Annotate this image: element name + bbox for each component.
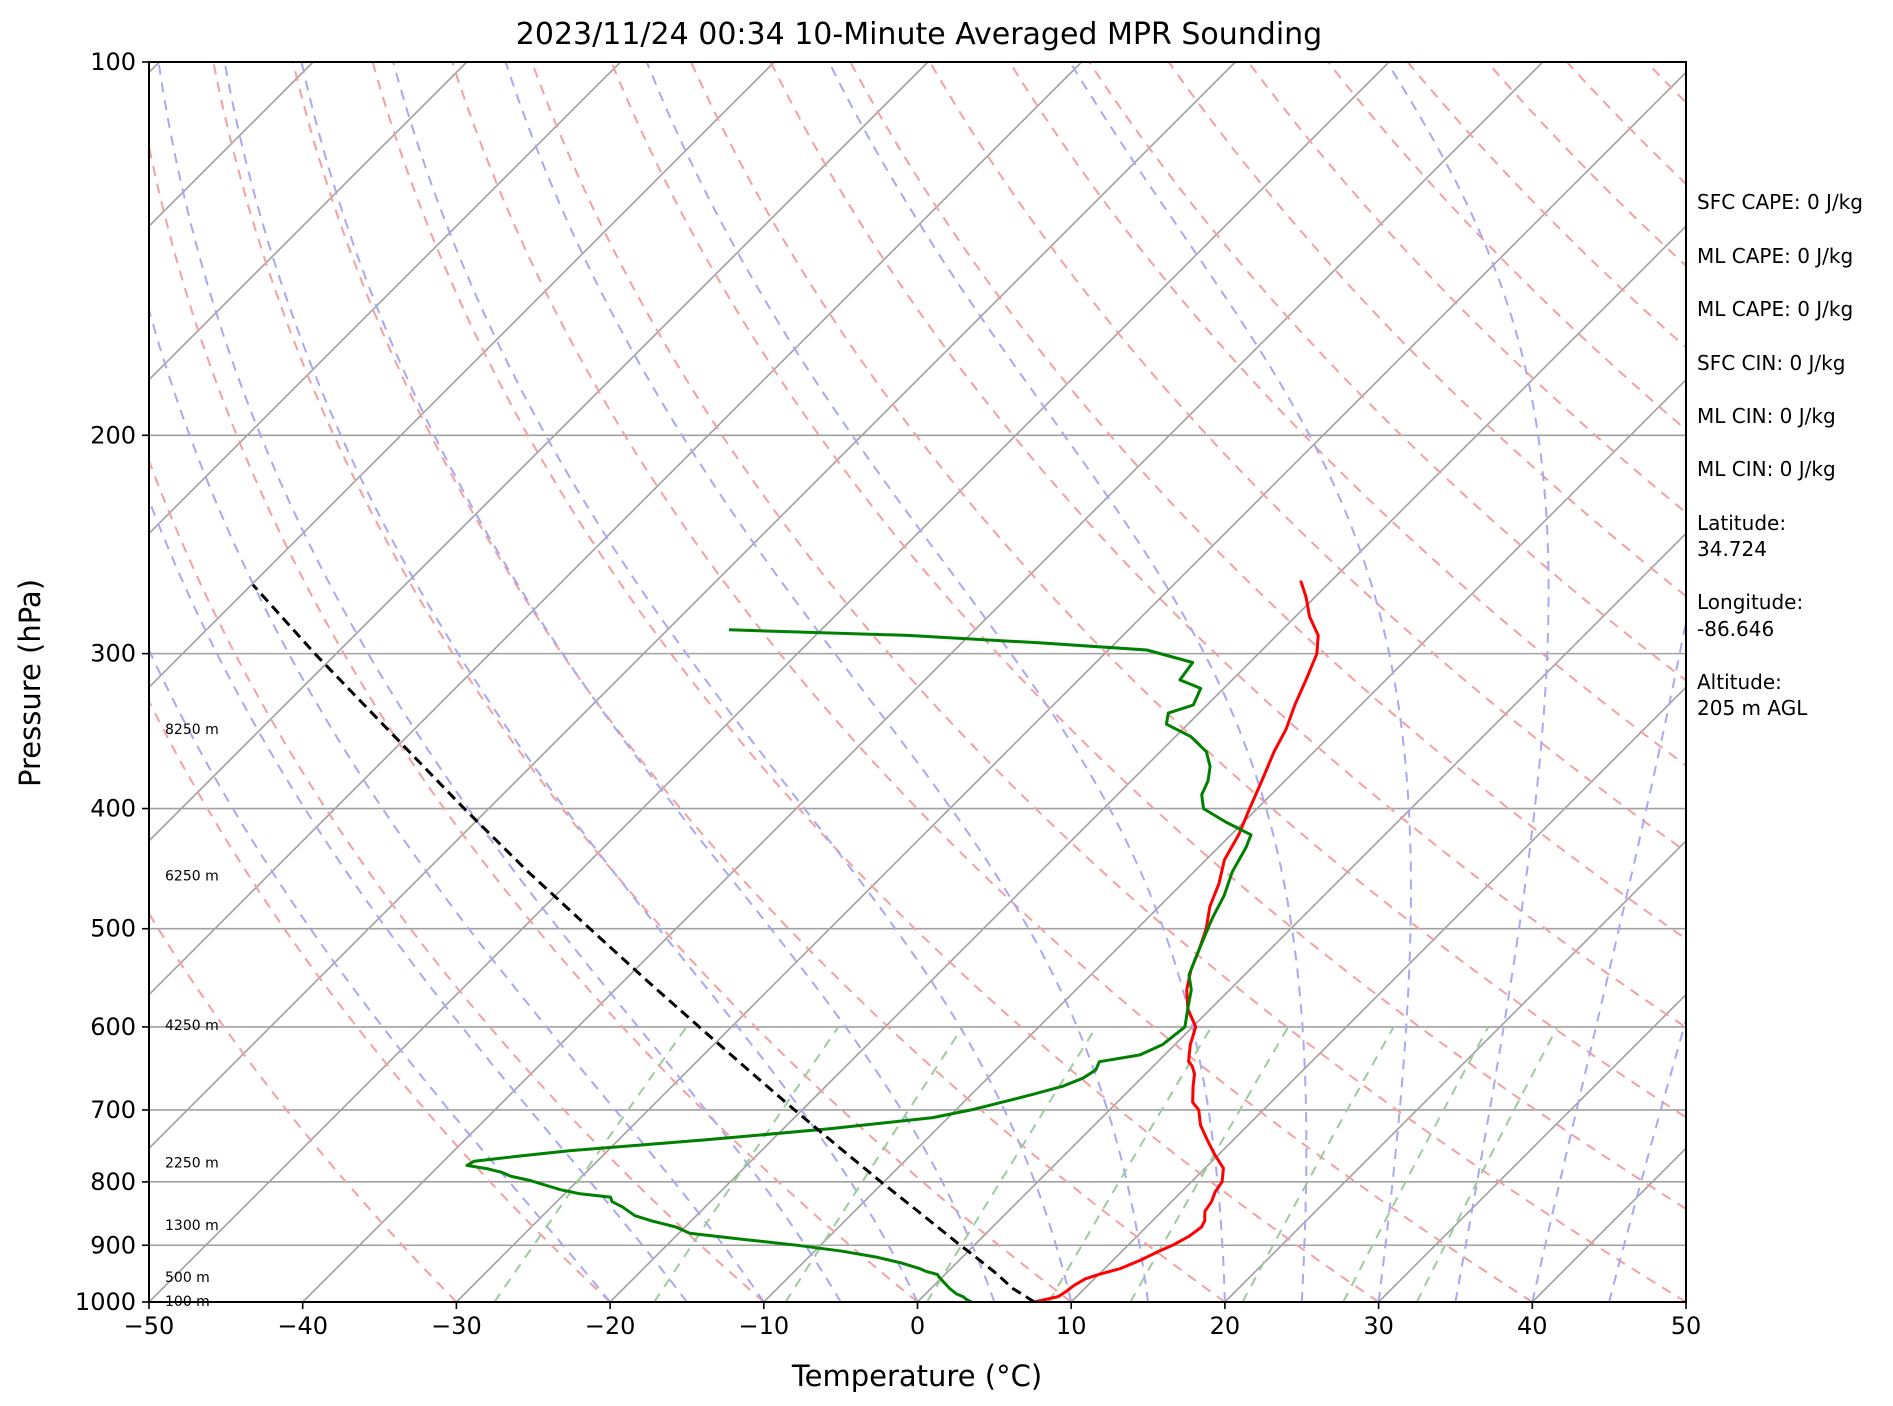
moist-adiabat	[828, 62, 1308, 1302]
isotherm-line	[1378, 993, 1686, 1302]
longitude-value: -86.646	[1697, 617, 1774, 641]
height-label: 4250 m	[165, 1018, 219, 1034]
dry-adiabat	[212, 62, 1072, 1302]
moist-adiabat	[392, 62, 1073, 1302]
x-tick-label: 30	[1363, 1312, 1394, 1340]
x-tick-label: 20	[1210, 1312, 1241, 1340]
y-tick-label: 500	[90, 915, 136, 943]
dry-adiabat	[530, 62, 1686, 1302]
x-tick-label: −30	[431, 1312, 482, 1340]
latitude-value: 34.724	[1697, 537, 1767, 561]
info-panel: SFC CAPE: 0 J/kg ML CAPE: 0 J/kg ML CAPE…	[1697, 190, 1863, 720]
moist-adiabat	[149, 647, 611, 1302]
background-lines	[149, 62, 1686, 1302]
height-label: 1300 m	[165, 1218, 219, 1234]
y-tick-label: 200	[90, 421, 136, 449]
dry-adiabat	[769, 62, 1686, 1029]
isotherm-line	[149, 62, 622, 535]
moist-adiabat	[1531, 616, 1686, 1302]
x-tick-label: 40	[1517, 1312, 1548, 1340]
altitude-value: 205 m AGL	[1697, 696, 1808, 720]
mixing-ratio-line	[1342, 1026, 1490, 1302]
moist-adiabat	[157, 62, 842, 1302]
height-label: 500 m	[165, 1270, 210, 1286]
moist-adiabat	[149, 306, 765, 1302]
x-tick-label: −10	[738, 1312, 789, 1340]
dry-adiabat	[451, 62, 1533, 1302]
isotherm-line	[1224, 839, 1686, 1302]
x-tick-label: 0	[910, 1312, 925, 1340]
isotherm-line	[609, 224, 1686, 1302]
latitude-label: Latitude:	[1697, 511, 1786, 535]
dry-adiabat	[690, 62, 1686, 1119]
y-tick-label: 700	[90, 1096, 136, 1124]
y-tick-label: 600	[90, 1013, 136, 1041]
y-tick-label: 1000	[75, 1288, 136, 1316]
y-axis-label: Pressure (hPa)	[13, 579, 47, 787]
x-tick-label: 10	[1056, 1312, 1087, 1340]
y-axis: 100 200 300 400 500 600 700 800 900 1000	[75, 48, 149, 1316]
dry-adiabat	[371, 62, 1380, 1302]
x-tick-label: −50	[124, 1312, 175, 1340]
dry-adiabat	[149, 911, 458, 1302]
dry-adiabat	[149, 141, 919, 1302]
mixing-ratio-line	[653, 1026, 840, 1302]
isotherm-line	[302, 62, 1544, 1302]
moist-adiabat	[645, 62, 1226, 1302]
isotherm-line	[149, 62, 1390, 1302]
altitude-label: Altitude:	[1697, 670, 1782, 694]
moist-adiabat	[223, 62, 919, 1302]
dry-adiabat	[292, 62, 1226, 1302]
ml-cin-text: ML CIN: 0 J/kg	[1697, 404, 1836, 428]
series-lines	[251, 580, 1320, 1302]
mu-cape-text: ML CAPE: 0 J/kg	[1697, 297, 1853, 321]
x-tick-label: 50	[1671, 1312, 1702, 1340]
moist-adiabat	[1386, 62, 1550, 1302]
isotherm-line	[149, 62, 775, 689]
y-tick-label: 100	[90, 48, 136, 76]
height-label: 6250 m	[165, 869, 219, 885]
dry-adiabat	[149, 457, 765, 1302]
ml-cape-text: ML CAPE: 0 J/kg	[1697, 244, 1853, 268]
dry-adiabat	[610, 62, 1686, 1210]
mixing-ratio-line	[1416, 1026, 1559, 1302]
isotherm-line	[916, 532, 1686, 1302]
isotherm-line	[149, 62, 1083, 996]
mixing-ratio-line	[493, 1026, 688, 1302]
dewpoint-line	[465, 628, 1253, 1302]
moist-adiabat	[300, 62, 996, 1302]
mixing-ratio-line	[784, 1026, 964, 1302]
x-tick-label: −20	[585, 1312, 636, 1340]
y-tick-label: 900	[90, 1231, 136, 1259]
height-label: 8250 m	[165, 722, 219, 738]
isotherm-line	[1070, 686, 1686, 1302]
y-tick-label: 800	[90, 1168, 136, 1196]
x-axis: −50 −40 −30 −20 −10 0 10 20 30 40 50	[124, 1302, 1702, 1340]
longitude-label: Longitude:	[1697, 590, 1803, 614]
mu-cin-text: ML CIN: 0 J/kg	[1697, 457, 1836, 481]
moist-adiabat	[504, 62, 1150, 1302]
x-tick-label: −40	[277, 1312, 328, 1340]
mixing-ratio-line	[1241, 1026, 1395, 1302]
parcel-line	[251, 583, 1036, 1302]
y-tick-label: 400	[90, 795, 136, 823]
sfc-cin-text: SFC CIN: 0 J/kg	[1697, 351, 1845, 375]
sfc-cape-text: SFC CAPE: 0 J/kg	[1697, 190, 1863, 214]
isotherm-line	[455, 71, 1686, 1302]
y-tick-label: 300	[90, 640, 136, 668]
dry-adiabat	[849, 62, 1686, 941]
height-label: 2250 m	[165, 1156, 219, 1172]
temperature-line	[1033, 580, 1320, 1302]
isotherm-line	[763, 378, 1686, 1302]
moist-adiabat	[149, 497, 688, 1302]
chart-title: 2023/11/24 00:34 10-Minute Averaged MPR …	[516, 17, 1322, 52]
isotherm-line	[149, 62, 1236, 1150]
x-axis-label: Temperature (°C)	[791, 1359, 1042, 1393]
isotherm-line	[149, 62, 468, 381]
isotherm-line	[149, 62, 929, 843]
moist-adiabat	[1608, 1016, 1686, 1302]
